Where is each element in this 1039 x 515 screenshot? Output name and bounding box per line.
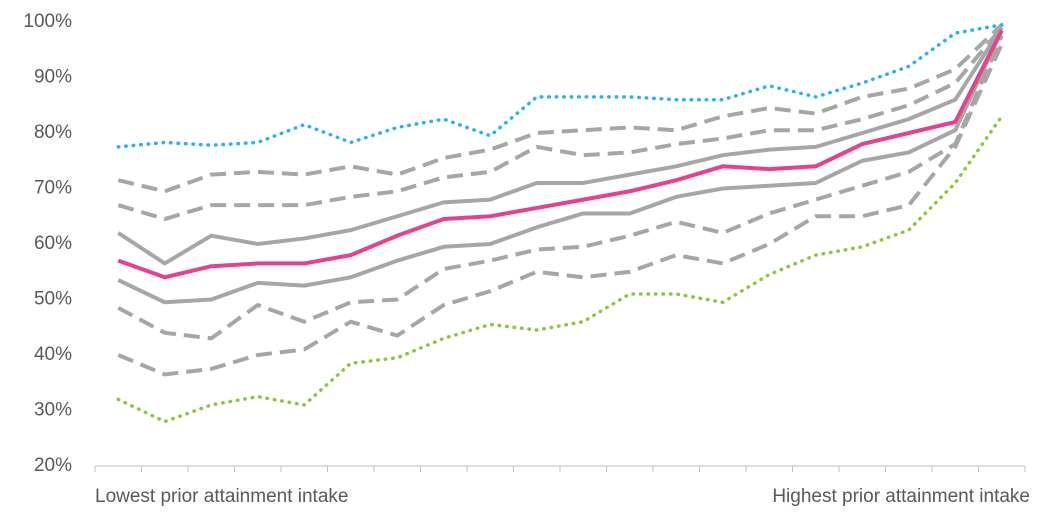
series-line [117,43,1004,377]
y-tick-label: 100% [23,11,72,32]
series-line [117,29,1004,280]
series-line [117,29,1004,305]
series-line [117,23,1004,194]
y-tick-label: 90% [34,67,72,88]
y-tick-label: 40% [34,344,72,365]
y-tick-label: 20% [34,455,72,476]
series-line [117,26,1004,222]
y-tick-label: 60% [34,233,72,254]
series-line [117,26,1004,266]
x-tick-label: Highest prior attainment intake [772,486,1030,507]
y-tick-label: 30% [34,400,72,421]
y-tick-label: 50% [34,289,72,310]
y-tick-label: 80% [34,122,72,143]
x-tick-label: Lowest prior attainment intake [95,486,348,507]
y-tick-label: 70% [34,178,72,199]
series-line [117,35,1004,341]
series-line [116,114,1004,424]
series-line [116,23,1004,149]
